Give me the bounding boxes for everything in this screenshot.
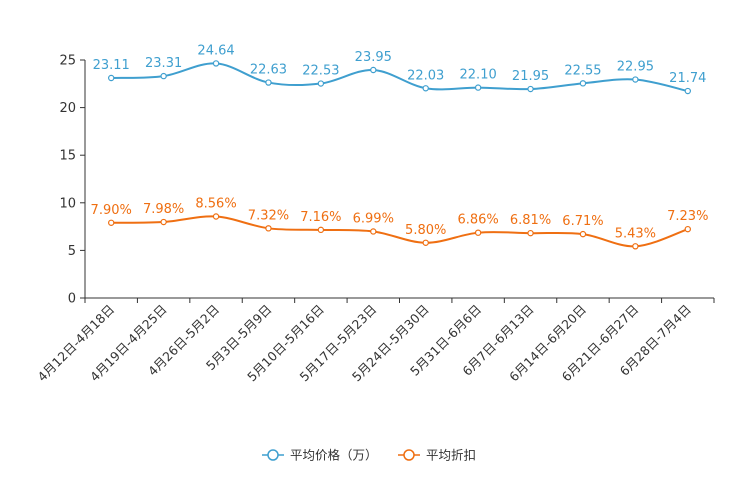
data-label: 23.31 (145, 56, 182, 71)
data-point[interactable] (108, 219, 115, 226)
data-label: 22.53 (302, 64, 339, 79)
data-label: 23.95 (355, 50, 392, 65)
data-point[interactable] (632, 243, 639, 250)
data-point[interactable] (527, 85, 534, 93)
legend: 平均价格（万） 平均折扣 (262, 448, 476, 463)
data-label: 6.81% (510, 213, 551, 228)
data-point[interactable] (265, 79, 272, 86)
series-2: 7.90% 7.98% 8.56% 7.32% 7.16% 6.99% 5.80% 6.86%… (91, 197, 708, 250)
legend-item-2[interactable]: 平均折扣 (398, 448, 476, 463)
data-point[interactable] (422, 85, 429, 92)
data-label: 22.55 (564, 63, 601, 78)
data-point[interactable] (422, 239, 429, 246)
data-point[interactable] (212, 60, 220, 67)
data-point[interactable] (212, 213, 220, 220)
data-point[interactable] (579, 230, 587, 238)
data-label: 21.95 (512, 69, 549, 84)
data-label: 22.63 (250, 63, 287, 78)
data-point[interactable] (579, 80, 587, 87)
data-point[interactable] (474, 229, 482, 236)
data-label: 7.90% (91, 203, 132, 218)
legend-marker-icon (267, 449, 279, 461)
data-point[interactable] (474, 84, 482, 91)
data-label: 22.95 (617, 60, 654, 75)
y-tick-label: 15 (59, 149, 76, 164)
series-line (111, 215, 689, 248)
y-tick-label: 25 (59, 54, 76, 69)
data-label: 22.10 (460, 68, 497, 83)
data-label: 21.74 (669, 71, 706, 86)
data-label: 6.99% (353, 211, 394, 226)
data-label: 24.64 (197, 43, 234, 58)
data-label: 6.86% (457, 213, 498, 228)
data-label: 7.32% (248, 208, 289, 223)
y-axis: 0 5 10 15 20 25 (59, 54, 86, 307)
data-point[interactable] (108, 74, 115, 82)
data-label: 7.16% (300, 210, 341, 225)
data-label: 6.71% (562, 214, 603, 229)
data-point[interactable] (370, 228, 377, 235)
data-point[interactable] (527, 229, 534, 237)
data-label: 5.43% (615, 226, 656, 241)
data-point[interactable] (160, 72, 167, 80)
legend-marker-icon (403, 449, 415, 461)
series-layer: 23.11 23.31 24.64 22.63 22.53 23.95 22.03 22.10… (91, 43, 708, 250)
legend-item-1[interactable]: 平均价格（万） (262, 448, 378, 463)
data-label: 22.03 (407, 68, 444, 83)
y-tick-label: 5 (68, 244, 76, 259)
legend-label: 平均价格（万） (290, 448, 378, 463)
data-point[interactable] (370, 66, 377, 74)
data-label: 8.56% (195, 197, 236, 212)
data-label: 7.98% (143, 202, 184, 217)
x-axis: 4月12日-4月18日4月19日-4月25日4月26日-5月2日5月3日-5月9… (34, 297, 715, 384)
legend-label: 平均折扣 (426, 448, 476, 463)
data-point[interactable] (684, 87, 691, 95)
data-point[interactable] (317, 80, 325, 87)
y-tick-label: 0 (68, 292, 76, 307)
data-point[interactable] (632, 76, 639, 83)
data-point[interactable] (265, 225, 272, 232)
data-label: 7.23% (667, 209, 708, 224)
data-point[interactable] (317, 226, 325, 234)
data-point[interactable] (160, 218, 167, 226)
data-point[interactable] (684, 225, 691, 233)
y-tick-label: 10 (59, 196, 76, 211)
y-tick-label: 20 (59, 101, 76, 116)
series-1: 23.11 23.31 24.64 22.63 22.53 23.95 22.03 22.10… (93, 43, 706, 95)
data-label: 23.11 (93, 58, 130, 73)
data-label: 5.80% (405, 223, 446, 238)
series-line (111, 62, 689, 93)
